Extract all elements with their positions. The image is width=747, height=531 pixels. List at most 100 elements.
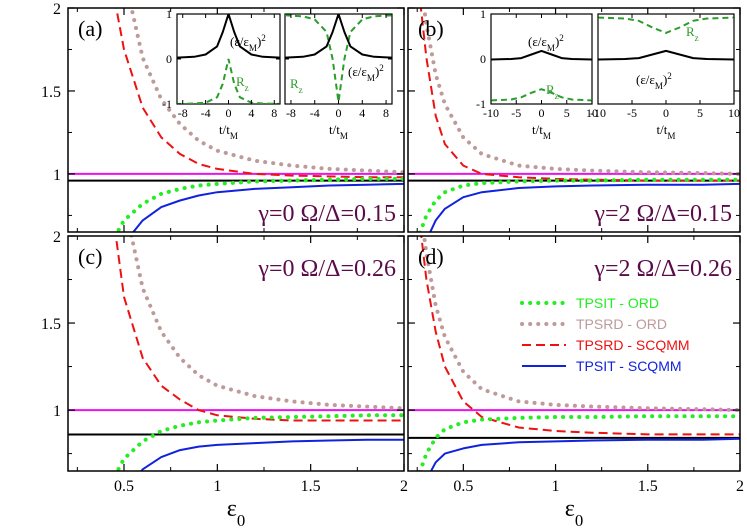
panel-1: (b) γ=2 Ω/Δ=0.15 — [407, 7, 741, 233]
panel-2: 1 1.5 2 0.5 1 1.5 2 (c) γ=0 Ω/Δ=0.26 — [41, 229, 408, 495]
series-tpsrd---ord — [129, 8, 404, 175]
y-tick-label: 1.5 — [41, 84, 61, 101]
inset-x-tick-label: -4 — [310, 106, 320, 120]
plot-frame-0 — [67, 7, 405, 233]
inset-x-tick-label: 10 — [586, 106, 598, 120]
inset-frame — [284, 13, 393, 105]
series-tpsrd---ord — [422, 8, 740, 176]
inset-plot — [177, 14, 280, 104]
plot-frame-3 — [407, 235, 741, 472]
x-tick-label: 1.5 — [638, 478, 658, 495]
inset-x-tick-label: -4 — [201, 106, 211, 120]
inset-x-tick-label: 5 — [564, 106, 570, 120]
y-tick-label: 2 — [53, 1, 61, 18]
series-tpsit---ord — [418, 414, 740, 471]
inset-plot — [285, 14, 392, 102]
legend-entry-label: TPSIT - ORD — [576, 295, 659, 311]
inset-x-tick-label: -5 — [627, 106, 637, 120]
inset-x-label: t/tM — [329, 122, 348, 141]
plot-area-0 — [68, 8, 404, 232]
x-tick-label: 1 — [213, 478, 221, 495]
x-tick-label: 2 — [400, 478, 408, 495]
x-axis-label: ε0 — [565, 496, 583, 530]
inset-x-label: t/tM — [657, 122, 676, 141]
inset-eps-curve — [491, 49, 592, 61]
legend-entry-label: TPSIT - SCQMM — [576, 358, 682, 374]
inset-rz-label: Rz — [686, 24, 699, 43]
y-tick-label: 1 — [53, 403, 61, 420]
x-tick-label: 0.5 — [114, 478, 134, 495]
inset-eps-label: (ε/εM)2 — [528, 33, 564, 53]
inset-x-tick-label: 8 — [271, 106, 277, 120]
series-tpsit---scqmm — [429, 437, 740, 471]
inset-x-tick-label: 0 — [226, 106, 232, 120]
inset-x-tick-label: 0 — [539, 106, 545, 120]
inset-x-tick-label: 10 — [728, 106, 740, 120]
series-tpsrd---ord — [129, 236, 404, 411]
inset-eps-label: (ε/εM)2 — [348, 63, 384, 83]
x-axis-label: ε0 — [227, 496, 245, 530]
y-tick-label: 1.5 — [41, 316, 61, 333]
inset-rz-label: Rz — [290, 76, 303, 95]
inset-rz-label: Rz — [546, 82, 559, 101]
legend-entry-label: TPSRD - SCQMM — [576, 337, 690, 353]
series-tpsit---scqmm — [140, 438, 404, 471]
inset-eps-label: (ε/εM)2 — [230, 33, 266, 53]
series-tpsrd---scqmm — [419, 8, 740, 182]
inset-0-right: -8 -4 0 4 8 — [284, 13, 393, 120]
inset-eps-curve — [285, 14, 392, 59]
inset-x-tick-label: -10 — [590, 106, 606, 120]
inset-0-left: -8 -4 0 4 8 1 0 -1 — [162, 7, 281, 120]
inset-eps-curve — [598, 49, 734, 61]
plot-area-2 — [68, 236, 404, 471]
series-tpsrd---ord — [422, 236, 740, 413]
panel-label: (c) — [78, 244, 102, 269]
panel-label: (a) — [78, 16, 102, 41]
inset-x-tick-label: 8 — [383, 106, 389, 120]
series-tpsrd---scqmm — [115, 8, 404, 179]
parameter-annotation: γ=2 Ω/Δ=0.26 — [593, 256, 732, 282]
inset-x-label: t/tM — [532, 122, 551, 141]
panel-label: (d) — [418, 244, 444, 269]
x-tick-label: 0.5 — [453, 478, 473, 495]
panel-label: (b) — [418, 16, 444, 41]
y-tick-label: 1 — [53, 167, 61, 184]
inset-rz-curve — [285, 14, 392, 102]
inset-x-tick-label: -8 — [286, 106, 296, 120]
panel-3: 0.5 1 1.5 2 (d) γ=2 Ω/Δ=0.26 — [407, 235, 744, 495]
inset-rz-label: Rz — [236, 74, 249, 93]
inset-eps-label: (ε/εM)2 — [636, 71, 672, 91]
inset-x-tick-label: -10 — [483, 106, 499, 120]
inset-rz-curve — [491, 88, 592, 102]
inset-x-tick-label: 0 — [336, 106, 342, 120]
inset-1-right: -10 -5 0 5 10 — [590, 13, 740, 120]
plot-frame-2 — [67, 235, 405, 472]
inset-x-tick-label: 5 — [697, 106, 703, 120]
y-tick-label: 2 — [53, 229, 61, 246]
parameter-annotation: γ=0 Ω/Δ=0.26 — [257, 256, 396, 282]
inset-rz-curve — [598, 16, 734, 34]
x-tick-label: 1 — [552, 478, 560, 495]
inset-x-tick-label: 4 — [359, 106, 365, 120]
inset-x-tick-label: -8 — [178, 106, 188, 120]
x-tick-label: 2 — [736, 478, 744, 495]
plot-area-3 — [408, 236, 740, 471]
legend: TPSIT - ORD TPSRD - ORD TPSRD - SCQMM TPSIT… — [520, 295, 690, 374]
plot-frame-1 — [407, 7, 741, 233]
panel-0: 1 1.5 2 (a) γ=0 Ω/Δ=0.15 — [41, 1, 405, 233]
inset-y-tick-label: -1 — [162, 97, 172, 111]
legend-entry-label: TPSRD - ORD — [576, 316, 667, 332]
inset-y-tick-label: 1 — [166, 7, 172, 21]
inset-plot — [491, 49, 592, 102]
inset-x-tick-label: 0 — [663, 106, 669, 120]
inset-plot — [598, 16, 734, 61]
inset-x-tick-label: -5 — [511, 106, 521, 120]
parameter-annotation: γ=0 Ω/Δ=0.15 — [257, 201, 396, 227]
inset-y-tick-label: 0 — [480, 52, 486, 66]
series-tpsit---ord — [115, 176, 404, 232]
series-tpsit---ord — [418, 177, 740, 232]
inset-eps-curve — [177, 14, 280, 59]
series-tpsit---scqmm — [429, 182, 740, 232]
inset-rz-curve — [177, 58, 280, 104]
